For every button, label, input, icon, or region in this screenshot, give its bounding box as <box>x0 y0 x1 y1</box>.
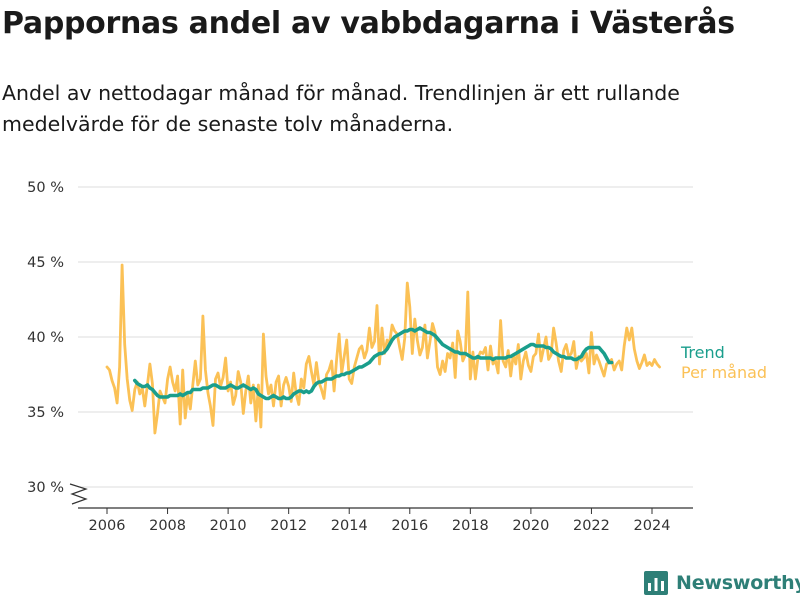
x-tick-label: 2012 <box>270 518 307 534</box>
x-tick-label: 2016 <box>391 518 428 534</box>
bar-chart-icon <box>644 571 668 595</box>
newsworthy-logo: Newsworthy <box>644 568 800 598</box>
x-tick-label: 2020 <box>512 518 549 534</box>
x-tick-label: 2010 <box>210 518 247 534</box>
x-tick-label: 2022 <box>573 518 610 534</box>
x-tick-label: 2024 <box>634 518 671 534</box>
y-tick-label: 40 % <box>27 330 64 346</box>
x-tick-label: 2006 <box>89 518 126 534</box>
trend-series-label: Trend <box>680 343 725 362</box>
y-tick-label: 30 % <box>27 480 64 496</box>
trend-line <box>133 326 614 401</box>
series-lines <box>105 263 661 435</box>
monthly-line <box>105 263 661 435</box>
y-tick-label: 45 % <box>27 255 64 271</box>
grid-lines <box>78 186 693 488</box>
y-tick-label: 50 % <box>27 180 64 196</box>
chart-subtitle: Andel av nettodagar månad för månad. Tre… <box>2 81 680 136</box>
x-tick-label: 2008 <box>149 518 186 534</box>
axes: 30 % 35 % 40 % 45 % 50 % 2006 2008 2010 2012 2014… <box>27 180 693 534</box>
chart-title: Pappornas andel av vabbdagarna i Västerå… <box>2 6 735 41</box>
x-tick-label: 2018 <box>452 518 489 534</box>
x-tick-label: 2014 <box>331 518 368 534</box>
axis-break-icon <box>69 483 88 505</box>
monthly-series-label: Per månad <box>681 363 767 382</box>
y-tick-label: 35 % <box>27 405 64 421</box>
brand-name: Newsworthy <box>676 572 800 594</box>
